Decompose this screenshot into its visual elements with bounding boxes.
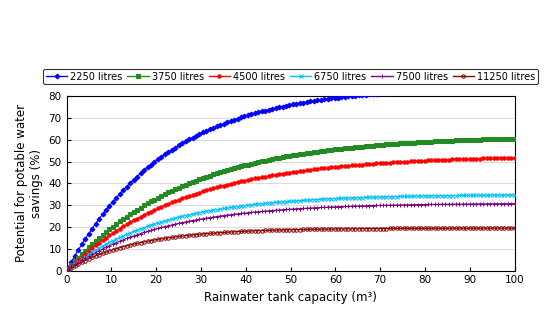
X-axis label: Rainwater tank capacity (m³): Rainwater tank capacity (m³) [204, 291, 377, 304]
Legend: 2250 litres, 3750 litres, 4500 litres, 6750 litres, 7500 litres, 11250 litres: 2250 litres, 3750 litres, 4500 litres, 6… [43, 69, 538, 85]
Y-axis label: Potential for potable water
savings (%): Potential for potable water savings (%) [15, 104, 43, 263]
